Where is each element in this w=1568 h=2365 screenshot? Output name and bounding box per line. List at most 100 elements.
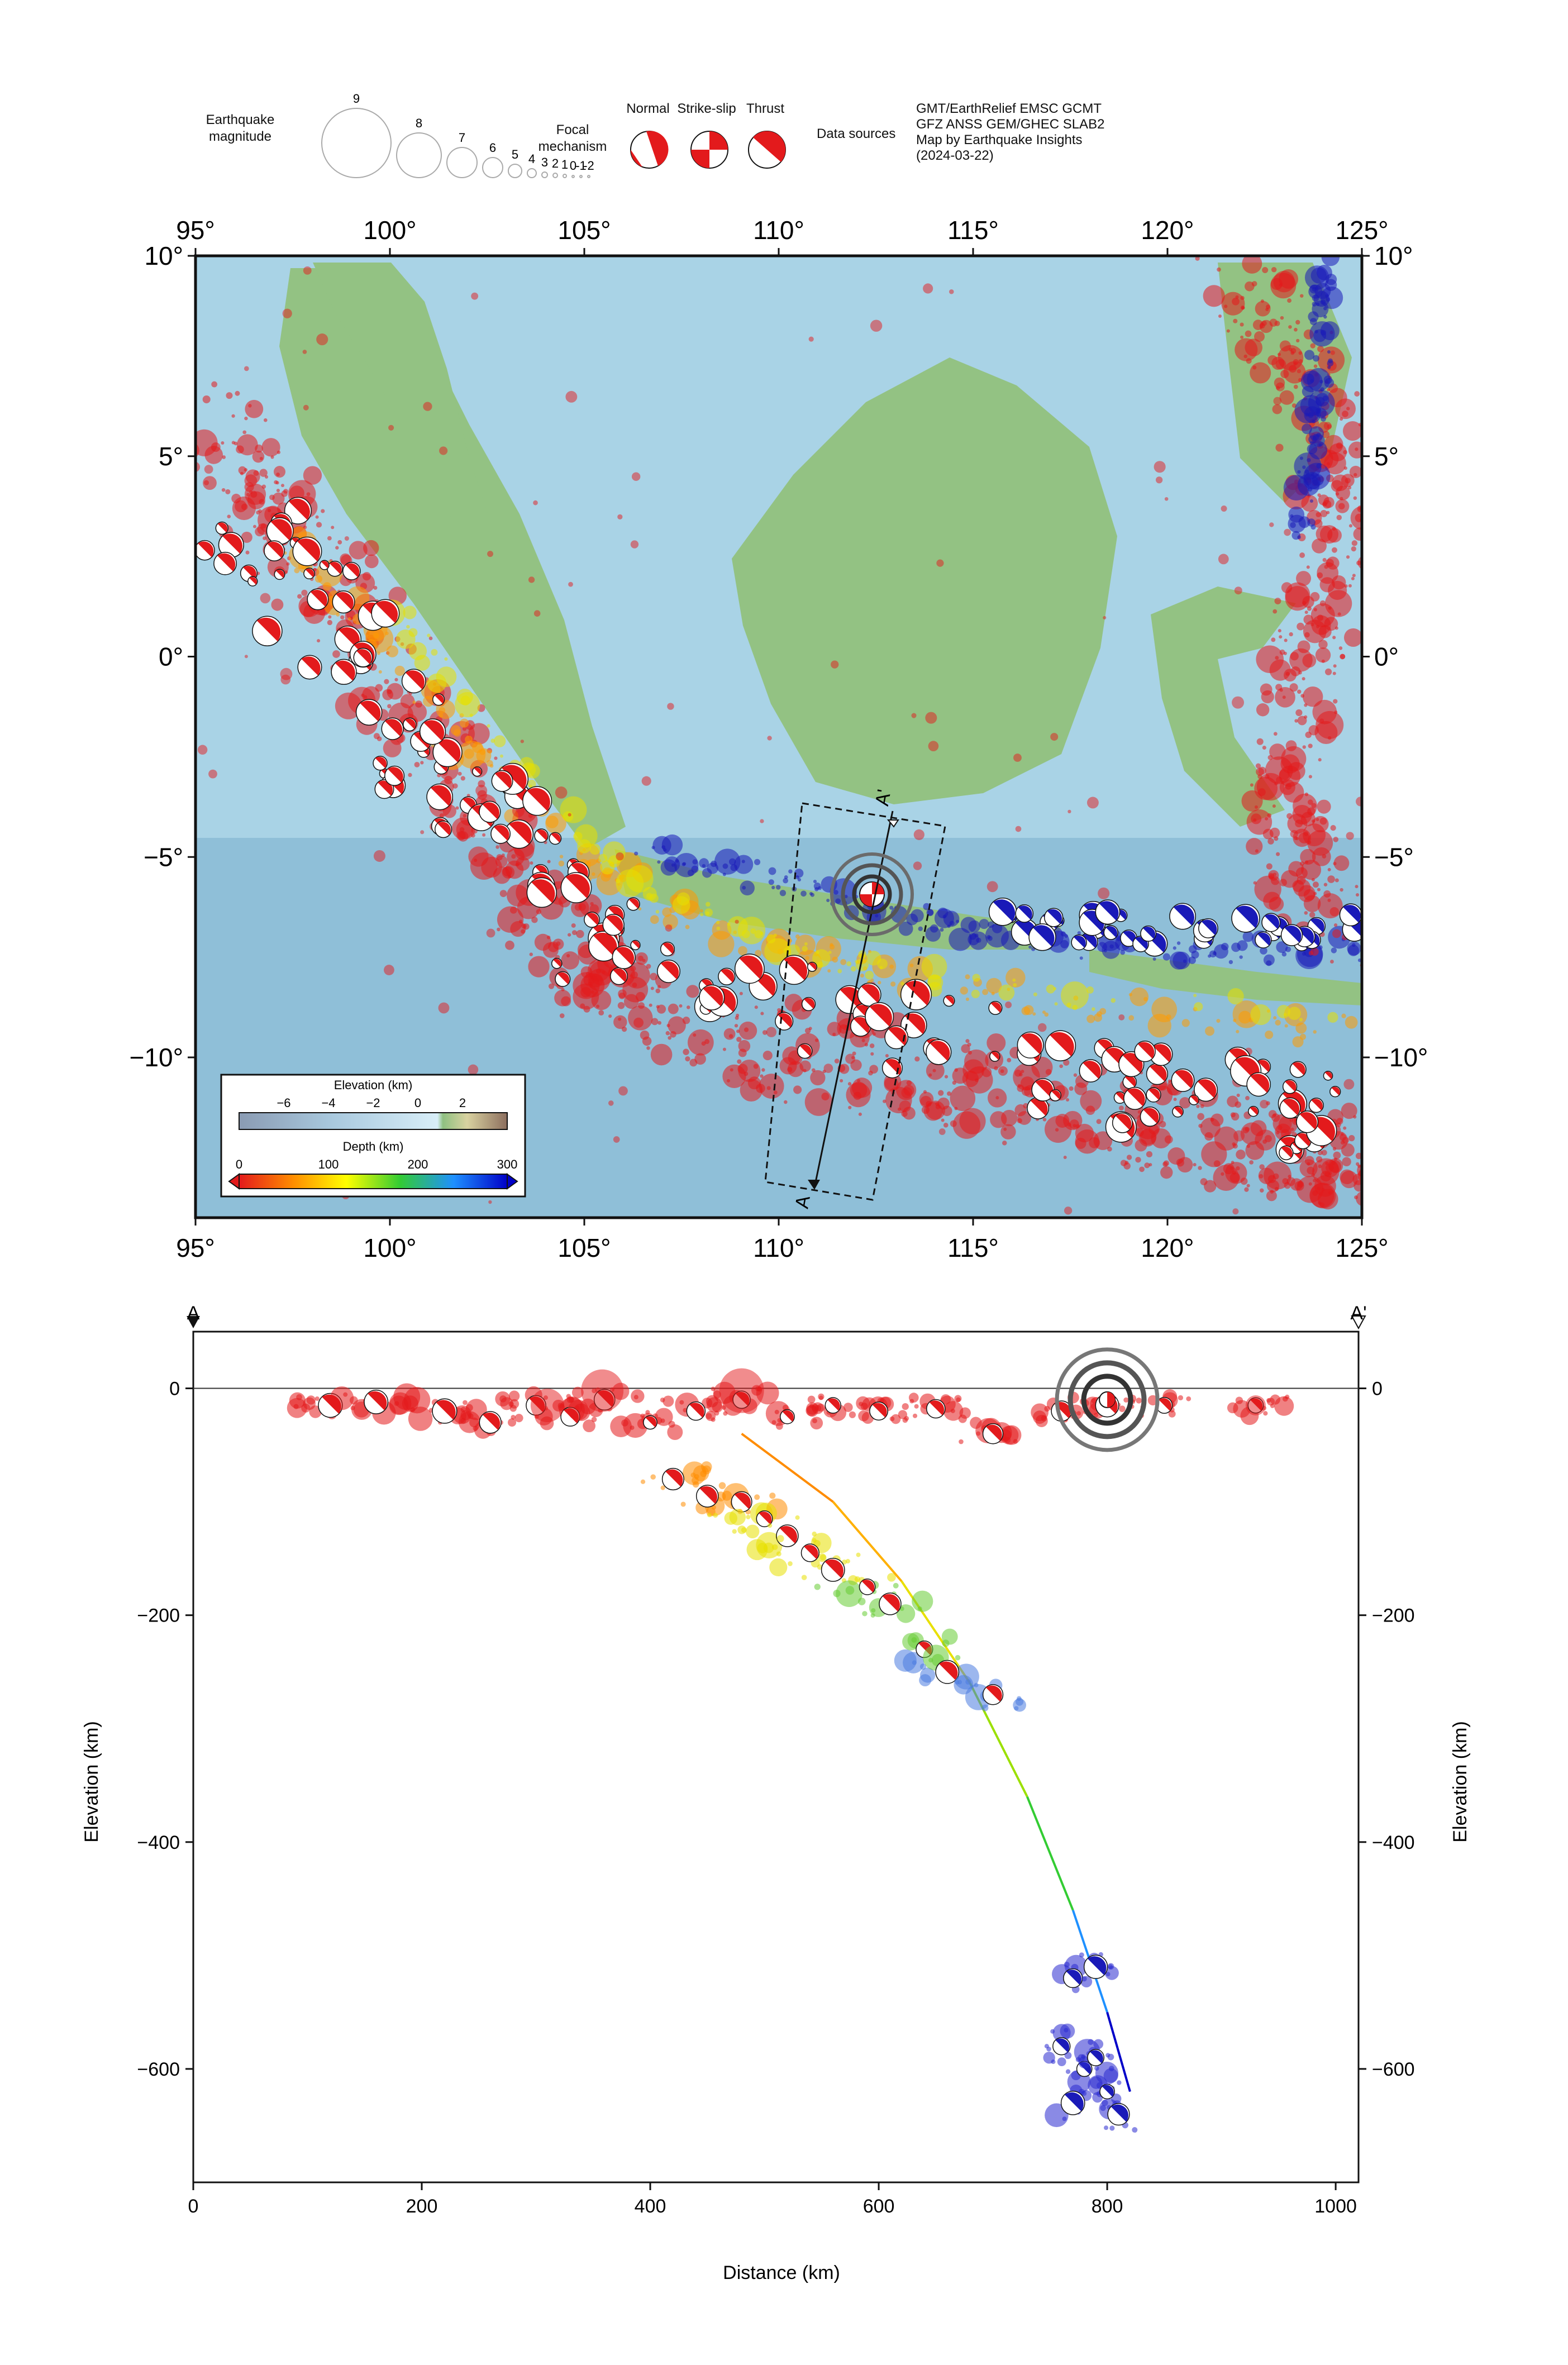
magnitude-circle (579, 175, 583, 178)
earthquake-dot (651, 846, 655, 850)
earthquake-dot (1313, 1030, 1317, 1034)
earthquake-dot (561, 996, 571, 1007)
section-earthquake-dot (722, 1490, 732, 1501)
earthquake-dot (1173, 1098, 1177, 1102)
earthquake-dot (683, 1048, 689, 1055)
section-earthquake-dot (1043, 2052, 1055, 2064)
earthquake-dot (828, 951, 832, 955)
earthquake-dot (1061, 981, 1089, 1009)
earthquake-dot (327, 619, 333, 626)
earthquake-dot (875, 914, 879, 918)
earthquake-dot (1327, 1012, 1338, 1023)
earthquake-dot (837, 969, 842, 974)
magnitude-circle (321, 108, 392, 178)
earthquake-dot (1231, 1112, 1240, 1121)
earthquake-dot (337, 540, 342, 545)
section-earthquake-dot (856, 1552, 861, 1557)
section-earthquake-dot (610, 1415, 632, 1437)
earthquake-dot (211, 381, 218, 388)
earthquake-dot (740, 880, 755, 895)
earthquake-dot (531, 917, 538, 923)
earthquake-dot (634, 851, 638, 856)
earthquake-dot (941, 1118, 945, 1122)
section-earthquake-dot (650, 1474, 656, 1480)
earthquake-dot (244, 416, 248, 421)
earthquake-dot (722, 1047, 726, 1051)
earthquake-dot (204, 446, 223, 464)
earthquake-dot (502, 866, 515, 879)
section-earthquake-dot (795, 1515, 800, 1520)
earthquake-dot (487, 724, 490, 728)
section-earthquake-dot (843, 1403, 853, 1412)
section-earthquake-dot (889, 1416, 895, 1422)
section-earthquake-dot (788, 1561, 793, 1566)
earthquake-dot (943, 1122, 949, 1128)
data-sources-line-3: Map by Earthquake Insights (916, 132, 1083, 147)
earthquake-dot (847, 1082, 852, 1086)
earthquake-dot (1066, 1098, 1070, 1102)
earthquake-dot (580, 1003, 585, 1009)
earthquake-dot (827, 969, 831, 973)
earthquake-dot (394, 665, 405, 676)
earthquake-dot (761, 1068, 765, 1072)
earthquake-dot (762, 1050, 773, 1061)
earthquake-dot (617, 1002, 625, 1009)
earthquake-dot (571, 930, 577, 936)
earthquake-dot (858, 1112, 862, 1116)
earthquake-dot (686, 1005, 690, 1009)
earthquake-dot (802, 946, 808, 952)
earthquake-dot (316, 522, 322, 528)
earthquake-dot (521, 923, 527, 929)
earthquake-dot (1271, 637, 1276, 642)
section-earthquake-dot (1081, 1976, 1087, 1982)
earthquake-dot (979, 919, 989, 929)
earthquake-dot (1302, 677, 1305, 681)
earthquake-dot (811, 1068, 816, 1072)
earthquake-dot (932, 1069, 936, 1072)
earthquake-dot (457, 771, 462, 776)
earthquake-dot (1053, 987, 1057, 991)
earthquake-dot (1123, 1162, 1131, 1170)
section-end-label: A' (1350, 1303, 1366, 1324)
earthquake-dot (1042, 1010, 1046, 1014)
earthquake-dot (577, 839, 592, 854)
earthquake-dot (460, 695, 471, 706)
earthquake-dot (688, 1029, 714, 1056)
earthquake-dot (1086, 986, 1094, 994)
section-earthquake-dot (898, 1410, 908, 1419)
magnitude-tick-label: 1 (561, 158, 568, 171)
earthquake-dot (986, 978, 1002, 994)
section-earthquake-dot (1270, 1403, 1275, 1408)
earthquake-dot (783, 878, 788, 884)
earthquake-dot (638, 907, 642, 911)
earthquake-dot (221, 488, 226, 492)
earthquake-dot (926, 1100, 946, 1120)
earthquake-dot (737, 1064, 748, 1074)
earthquake-dot (1086, 1014, 1095, 1023)
earthquake-dot (1069, 1086, 1074, 1091)
earthquake-dot (1340, 1170, 1358, 1189)
earthquake-dot (501, 853, 505, 857)
earthquake-dot (589, 843, 601, 855)
section-earthquake-dot (693, 1481, 699, 1488)
section-earthquake-dot (814, 1584, 821, 1590)
section-earthquake-dot (568, 1396, 575, 1403)
earthquake-dot (1073, 1124, 1076, 1128)
magnitude-circle (587, 175, 590, 178)
earthquake-dot (646, 1046, 650, 1050)
earthquake-dot (1096, 1119, 1102, 1124)
earthquake-dot (1341, 1143, 1355, 1157)
earthquake-dot (1033, 992, 1037, 996)
section-y-tick-label-left: 0 (169, 1379, 180, 1400)
earthquake-dot (1275, 1019, 1281, 1026)
earthquake-dot (1143, 996, 1148, 1002)
section-earthquake-dot (737, 1525, 746, 1534)
earthquake-dot (877, 959, 888, 969)
section-y-tick-label-left: −400 (137, 1832, 180, 1853)
earthquake-dot (949, 927, 972, 951)
earthquake-dot (1232, 1143, 1238, 1149)
earthquake-dot (760, 1074, 764, 1078)
earthquake-dot (1355, 1152, 1362, 1160)
earthquake-dot (1307, 1162, 1310, 1166)
earthquake-dot (1139, 1166, 1145, 1172)
